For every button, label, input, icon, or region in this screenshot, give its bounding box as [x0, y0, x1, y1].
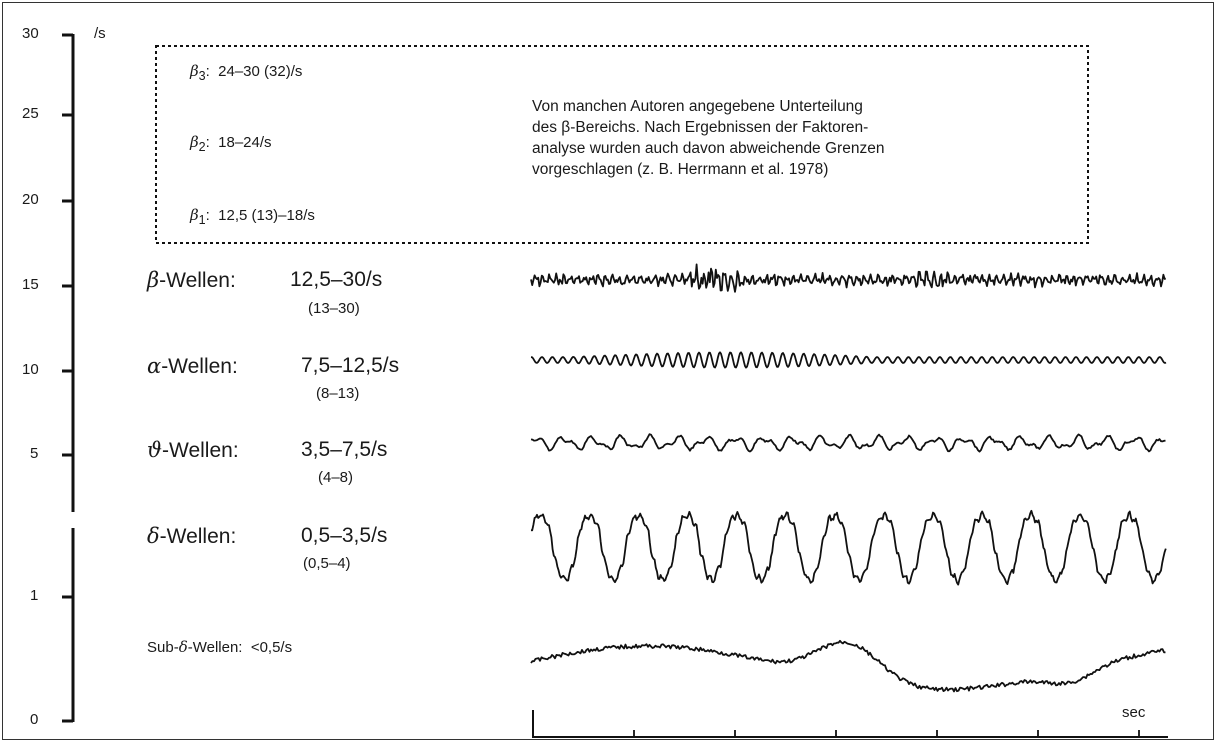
scale-tick-label: 10	[22, 361, 39, 378]
note-line: des β-Bereichs. Nach Ergebnissen der Fak…	[532, 119, 869, 136]
time-axis-ticks	[633, 730, 1140, 737]
theta-wave-trace	[530, 433, 1166, 453]
theta-wave-range: 3,5–7,5/s	[301, 438, 388, 461]
beta-note: Von manchen Autoren angegebene Unterteil…	[532, 96, 1002, 180]
beta-wave-range: 12,5–30/s	[290, 268, 383, 291]
beta-wave-trace	[530, 263, 1167, 293]
delta-wave-alt-range: (0,5–4)	[303, 555, 351, 572]
alpha-wave-name: α-Wellen:	[147, 354, 238, 378]
alpha-wave-alt-range: (8–13)	[316, 385, 360, 402]
alpha-wave-trace	[530, 351, 1167, 369]
note-line: vorgeschlagen (z. B. Herrmann et al. 197…	[532, 161, 829, 178]
note-line: analyse wurden auch davon abweichende Gr…	[532, 140, 885, 157]
sub-delta-wave-label: Sub-δ-Wellen: <0,5/s	[147, 638, 293, 656]
scale-tick-label: 25	[22, 105, 39, 122]
scale-ticks	[62, 33, 73, 723]
beta3-band: β3: 24–30 (32)/s	[190, 62, 303, 83]
beta-wave-name: β-Wellen:	[147, 268, 236, 292]
scale-tick-label: 30	[22, 25, 39, 42]
scale-tick-label: 20	[22, 191, 39, 208]
delta-wave-range: 0,5–3,5/s	[301, 524, 388, 547]
theta-wave-name: ϑ-Wellen:	[147, 438, 239, 462]
beta-wave-alt-range: (13–30)	[308, 300, 360, 317]
scale-tick-label: 0	[30, 711, 39, 728]
scale-unit-label: /s	[94, 25, 106, 42]
delta-wave-trace	[530, 509, 1167, 586]
eeg-traces	[530, 263, 1167, 693]
sub-delta-wave-trace	[530, 639, 1166, 693]
delta-wave-name: δ-Wellen:	[147, 524, 237, 548]
scale-tick-label: 15	[22, 276, 39, 293]
beta2-band: β2: 18–24/s	[190, 133, 272, 154]
beta1-band: β1: 12,5 (13)–18/s	[190, 206, 315, 227]
alpha-wave-range: 7,5–12,5/s	[301, 354, 400, 377]
theta-wave-alt-range: (4–8)	[318, 469, 354, 486]
scale-tick-label: 1	[30, 587, 39, 604]
time-axis	[532, 710, 1168, 738]
scale-tick-label: 5	[30, 445, 39, 462]
time-axis-label: sec	[1122, 704, 1146, 721]
note-line: Von manchen Autoren angegebene Unterteil…	[532, 98, 863, 115]
